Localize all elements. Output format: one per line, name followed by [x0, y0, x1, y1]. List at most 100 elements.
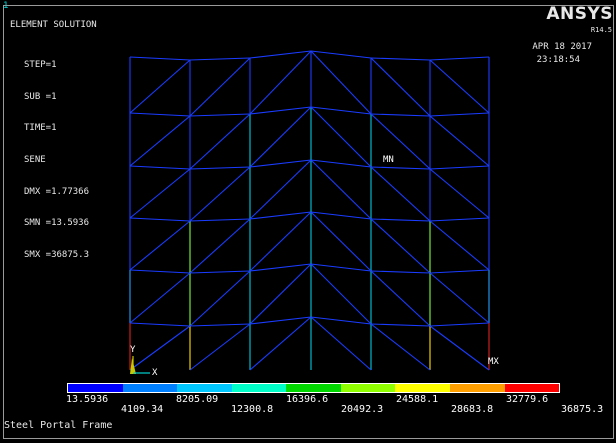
- brace-element: [189, 166, 251, 222]
- legend-color-2: [122, 384, 178, 392]
- brace-element: [249, 50, 312, 115]
- brace-element: [370, 166, 431, 222]
- info-step: STEP=1: [24, 60, 57, 70]
- contour-legend-bar: [67, 383, 560, 393]
- triad-x-label: X: [152, 368, 158, 378]
- beam-element: [429, 112, 490, 117]
- beam-element: [189, 57, 251, 61]
- legend-color-3: [177, 384, 232, 392]
- brace-element: [249, 159, 312, 220]
- beam-element: [189, 323, 251, 327]
- brace-element: [189, 113, 251, 170]
- date-label: APR 18 2017: [532, 42, 592, 52]
- brace-element: [429, 272, 490, 324]
- beam-element: [129, 322, 191, 327]
- brace-element: [370, 323, 431, 371]
- legend-color-9: [504, 384, 560, 392]
- brace-element: [429, 115, 490, 167]
- time-label: 23:18:54: [536, 55, 580, 65]
- brace-element: [249, 106, 312, 168]
- legend-label-9: 32779.6: [506, 394, 549, 405]
- beam-element: [370, 113, 431, 117]
- legend-color-5: [286, 384, 341, 392]
- beam-element: [310, 316, 372, 325]
- beam-element: [129, 56, 191, 61]
- legend-label-10: 36875.3: [561, 404, 604, 415]
- legend-label-7: 24588.1: [396, 394, 439, 405]
- beam-element: [129, 112, 191, 117]
- brace-element: [189, 57, 251, 117]
- plot-caption: Steel Portal Frame: [4, 420, 113, 431]
- legend-label-5: 16396.6: [286, 394, 329, 405]
- legend-label-2: 4109.34: [121, 404, 164, 415]
- beam-element: [310, 50, 372, 59]
- brace-element: [310, 263, 372, 325]
- legend-color-6: [340, 384, 396, 392]
- brace-element: [129, 220, 191, 271]
- legend-label-4: 12300.8: [231, 404, 274, 415]
- brace-element: [429, 325, 490, 371]
- beam-element: [429, 217, 490, 222]
- brace-element: [429, 220, 490, 271]
- info-smx: SMX =36875.3: [24, 250, 90, 261]
- plot-border: [3, 5, 614, 439]
- beam-element: [370, 323, 431, 327]
- triad-y-label: Y: [130, 345, 136, 355]
- beam-element: [189, 218, 251, 222]
- beam-element: [370, 270, 431, 274]
- brace-element: [129, 115, 191, 167]
- brace-element: [310, 211, 372, 272]
- beam-element: [129, 165, 191, 170]
- max-marker: MX: [488, 357, 499, 367]
- beam-element: [310, 106, 372, 115]
- brace-element: [429, 59, 490, 114]
- beam-element: [249, 211, 312, 220]
- release-label: R14.5: [590, 26, 612, 34]
- beam-element: [249, 106, 312, 115]
- beam-element: [429, 322, 490, 327]
- brace-element: [189, 270, 251, 327]
- brace-element: [249, 211, 312, 272]
- brace-element: [370, 113, 431, 170]
- beam-element: [370, 57, 431, 61]
- legend-label-1: 13.5936: [66, 394, 109, 405]
- solution-info: STEP=1 SUB =1 TIME=1 SENE DMX =1.77366 S…: [24, 40, 89, 282]
- brace-element: [370, 270, 431, 327]
- brace-element: [129, 168, 191, 219]
- beam-element: [129, 269, 191, 274]
- beam-element: [189, 166, 251, 170]
- brace-element: [249, 263, 312, 325]
- info-quantity: SENE: [24, 155, 46, 166]
- brace-element: [370, 57, 431, 117]
- beam-element: [429, 269, 490, 274]
- brace-element: [189, 218, 251, 274]
- beam-element: [249, 263, 312, 272]
- legend-label-8: 28683.8: [451, 404, 494, 415]
- beam-element: [189, 113, 251, 117]
- beam-element: [129, 217, 191, 222]
- brace-element: [129, 272, 191, 324]
- beam-element: [310, 159, 372, 168]
- min-marker: MN: [383, 155, 394, 165]
- legend-color-7: [395, 384, 450, 392]
- info-substep: SUB =1: [24, 91, 57, 102]
- legend-label-3: 8205.09: [176, 394, 219, 405]
- brace-element: [429, 168, 490, 219]
- beam-element: [429, 165, 490, 170]
- brace-element: [129, 59, 191, 114]
- legend-color-4: [231, 384, 287, 392]
- brace-element: [310, 159, 372, 220]
- window-number: 1: [3, 1, 9, 11]
- beam-element: [310, 211, 372, 220]
- legend-color-1: [68, 384, 123, 392]
- legend-label-6: 20492.3: [341, 404, 384, 415]
- brace-element: [310, 316, 372, 371]
- info-time: TIME=1: [24, 123, 57, 134]
- beam-element: [249, 159, 312, 168]
- brace-element: [310, 106, 372, 168]
- legend-color-8: [449, 384, 505, 392]
- result-title: ELEMENT SOLUTION: [10, 20, 97, 30]
- brace-element: [189, 323, 251, 371]
- beam-element: [370, 166, 431, 170]
